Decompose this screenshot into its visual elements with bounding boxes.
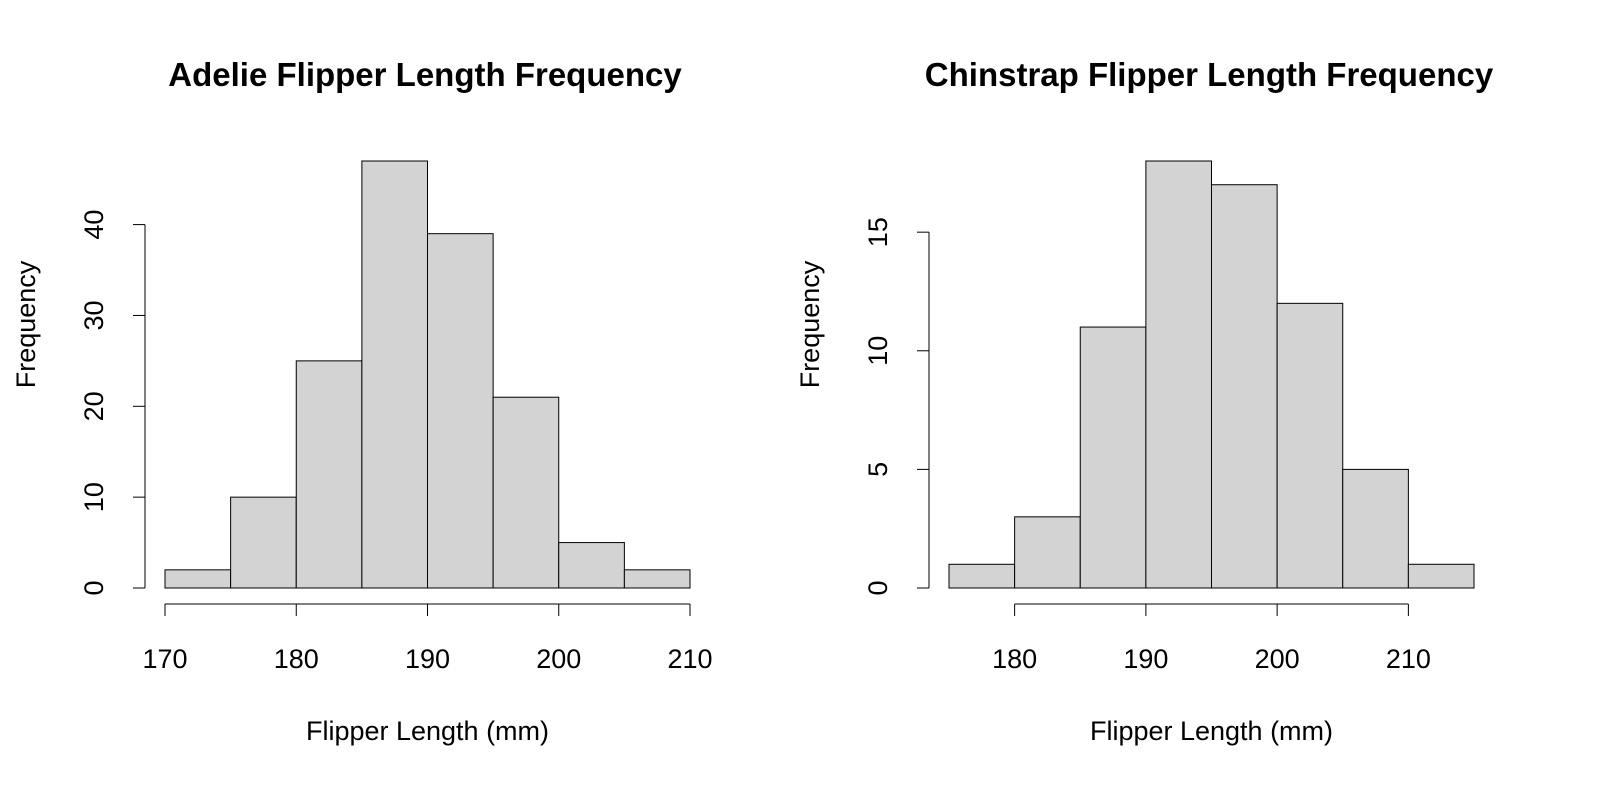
histogram-bar xyxy=(948,563,1016,589)
x-tick-label: 180 xyxy=(274,644,319,674)
x-axis: 170 180 190 200 210 xyxy=(142,603,713,674)
chart-title: Adelie Flipper Length Frequency xyxy=(168,56,682,93)
y-tick-label: 15 xyxy=(863,217,893,247)
y-tick-label: 5 xyxy=(863,462,893,477)
x-tick-label: 190 xyxy=(405,644,450,674)
histogram-bar xyxy=(1014,516,1081,589)
y-tick-label: 30 xyxy=(79,300,109,330)
histogram-bar xyxy=(427,233,494,589)
histogram-bar xyxy=(492,396,560,589)
y-axis: 0 10 20 30 40 xyxy=(79,210,146,596)
x-tick-label: 200 xyxy=(1255,644,1300,674)
x-tick-label: 200 xyxy=(536,644,581,674)
chart-title: Chinstrap Flipper Length Frequency xyxy=(925,56,1494,93)
x-axis-title: Flipper Length (mm) xyxy=(1090,716,1333,746)
histogram-bar xyxy=(1079,326,1147,589)
chinstrap-histogram: Chinstrap Flipper Length Frequency Flipp… xyxy=(795,56,1494,746)
y-tick-label: 20 xyxy=(79,391,109,421)
x-tick-label: 210 xyxy=(667,644,712,674)
histogram-bar xyxy=(295,360,363,589)
histogram-bar xyxy=(1145,160,1212,589)
y-tick-label: 10 xyxy=(863,336,893,366)
histogram-bar xyxy=(1276,302,1344,589)
y-tick-label: 0 xyxy=(863,580,893,595)
histogram-bar xyxy=(361,160,428,589)
histogram-bar xyxy=(1342,468,1409,589)
y-axis: 0 5 10 15 xyxy=(863,217,930,596)
histogram-bar xyxy=(1211,184,1278,589)
x-tick-label: 170 xyxy=(142,644,187,674)
x-axis-title: Flipper Length (mm) xyxy=(306,716,549,746)
histogram-bar xyxy=(623,569,691,589)
histogram-bar xyxy=(230,496,297,589)
y-tick-label: 0 xyxy=(79,580,109,595)
histogram-bar xyxy=(1407,563,1475,589)
adelie-histogram: Adelie Flipper Length Frequency Flipper … xyxy=(11,56,713,746)
x-tick-label: 180 xyxy=(992,644,1037,674)
bars-group xyxy=(164,160,691,589)
y-axis-title: Frequency xyxy=(11,260,41,388)
y-axis-title: Frequency xyxy=(795,260,825,388)
bars-group xyxy=(948,160,1475,589)
y-tick-label: 10 xyxy=(79,482,109,512)
y-tick-label: 40 xyxy=(79,210,109,240)
x-tick-label: 190 xyxy=(1123,644,1168,674)
histogram-bar xyxy=(558,542,625,589)
x-tick-label: 210 xyxy=(1386,644,1431,674)
x-axis: 180 190 200 210 xyxy=(992,603,1431,674)
histogram-bar xyxy=(164,569,232,589)
